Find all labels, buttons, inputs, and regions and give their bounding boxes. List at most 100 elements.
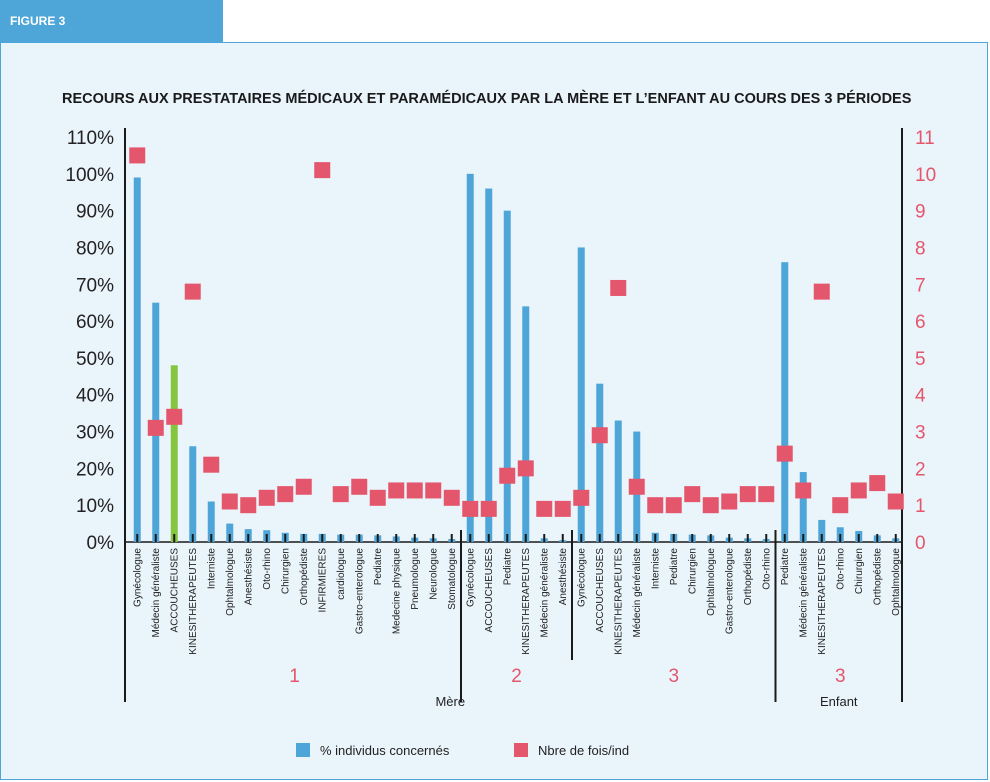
marker bbox=[684, 486, 701, 503]
marker bbox=[369, 489, 386, 506]
marker bbox=[758, 486, 775, 503]
marker bbox=[721, 493, 738, 510]
marker bbox=[332, 486, 349, 503]
marker bbox=[147, 419, 164, 436]
marker bbox=[425, 482, 442, 499]
y-tick-left: 20% bbox=[76, 459, 114, 480]
category-label: ACCOUCHEUSES bbox=[484, 548, 495, 633]
y-tick-left: 0% bbox=[87, 533, 115, 554]
category-label: Gastro-enterologue bbox=[724, 548, 735, 635]
category-label: Chirurgien bbox=[687, 548, 698, 594]
marker bbox=[850, 482, 867, 499]
category-label: Gynécologue bbox=[465, 548, 476, 607]
category-label: Gynécologue bbox=[132, 548, 143, 607]
y-tick-right: 4 bbox=[915, 386, 926, 407]
marker bbox=[480, 500, 497, 517]
bar-tick bbox=[432, 534, 435, 542]
y-tick-right: 11 bbox=[915, 128, 935, 149]
category-label: Orthopédiste bbox=[872, 548, 883, 606]
bar-tick bbox=[839, 534, 842, 542]
category-label: Médecin généraliste bbox=[539, 548, 550, 638]
category-label: Pediatre bbox=[669, 548, 680, 586]
bar-tick bbox=[450, 534, 453, 542]
bar bbox=[133, 177, 141, 542]
bar-tick bbox=[857, 534, 860, 542]
category-label: KINESITHERAPEUTES bbox=[817, 548, 828, 655]
bar-tick bbox=[728, 534, 731, 542]
marker bbox=[610, 279, 627, 296]
period-label: 3 bbox=[668, 666, 679, 687]
marker bbox=[351, 478, 368, 495]
bar-tick bbox=[358, 534, 361, 542]
y-tick-right: 6 bbox=[915, 312, 926, 333]
bar-tick bbox=[524, 534, 527, 542]
bar-tick bbox=[691, 534, 694, 542]
y-tick-left: 60% bbox=[76, 312, 114, 333]
bar-tick bbox=[672, 534, 675, 542]
category-label: Pediatre bbox=[502, 548, 513, 586]
marker bbox=[240, 497, 257, 514]
y-tick-right: 2 bbox=[915, 459, 926, 480]
bar-tick bbox=[543, 534, 546, 542]
bar-tick bbox=[783, 534, 786, 542]
bar-tick bbox=[395, 534, 398, 542]
bar-tick bbox=[247, 534, 250, 542]
category-label: INFIRMIERES bbox=[317, 548, 328, 613]
bar-tick bbox=[598, 534, 601, 542]
category-label: Chirurgien bbox=[854, 548, 865, 594]
marker bbox=[462, 500, 479, 517]
marker bbox=[184, 283, 201, 300]
category-label: Gastro-enterologue bbox=[354, 548, 365, 635]
y-tick-right: 9 bbox=[915, 202, 926, 223]
marker bbox=[795, 482, 812, 499]
bar bbox=[522, 306, 530, 542]
y-tick-left: 10% bbox=[76, 496, 114, 517]
bar bbox=[614, 420, 622, 542]
y-tick-right: 8 bbox=[915, 238, 926, 259]
category-label: Medecine physique bbox=[391, 548, 402, 635]
marker bbox=[129, 147, 146, 164]
bar-tick bbox=[617, 534, 620, 542]
y-tick-left: 30% bbox=[76, 423, 114, 444]
legend-label-count: Nbre de fois/ind bbox=[538, 743, 629, 758]
chart-frame bbox=[0, 42, 988, 780]
bar-tick bbox=[413, 534, 416, 542]
category-label: KINESITHERAPEUTES bbox=[521, 548, 532, 655]
bar-tick bbox=[339, 534, 342, 542]
legend-label-percent: % individus concernés bbox=[320, 743, 450, 758]
bar-tick bbox=[469, 534, 472, 542]
marker bbox=[406, 482, 423, 499]
bar-tick bbox=[709, 534, 712, 542]
bar-tick bbox=[894, 534, 897, 542]
bar bbox=[818, 519, 826, 542]
marker bbox=[443, 489, 460, 506]
marker bbox=[277, 486, 294, 503]
bar bbox=[577, 247, 585, 543]
marker bbox=[166, 408, 183, 425]
y-tick-left: 40% bbox=[76, 386, 114, 407]
marker bbox=[702, 497, 719, 514]
marker bbox=[573, 489, 590, 506]
category-label: ACCOUCHEUSES bbox=[169, 548, 180, 633]
marker bbox=[869, 475, 886, 492]
bar bbox=[189, 446, 197, 542]
y-tick-right: 10 bbox=[915, 165, 936, 186]
legend-swatch-percent bbox=[296, 743, 310, 757]
period-label: 3 bbox=[835, 666, 846, 687]
bar-tick bbox=[765, 534, 768, 542]
category-label: Anesthésiste bbox=[558, 548, 569, 606]
y-tick-right: 5 bbox=[915, 349, 926, 370]
bar bbox=[170, 365, 178, 542]
category-label: KINESITHERAPEUTES bbox=[613, 548, 624, 655]
chart-title: RECOURS AUX PRESTATAIRES MÉDICAUX ET PAR… bbox=[62, 90, 912, 107]
category-label: Médecin généraliste bbox=[632, 548, 643, 638]
y-tick-left: 50% bbox=[76, 349, 114, 370]
category-label: ACCOUCHEUSES bbox=[595, 548, 606, 633]
category-label: Orthopédiste bbox=[299, 548, 310, 606]
marker bbox=[388, 482, 405, 499]
bar-tick bbox=[210, 534, 213, 542]
bar bbox=[226, 523, 234, 542]
marker bbox=[499, 467, 516, 484]
bar-tick bbox=[561, 534, 564, 542]
marker bbox=[887, 493, 904, 510]
